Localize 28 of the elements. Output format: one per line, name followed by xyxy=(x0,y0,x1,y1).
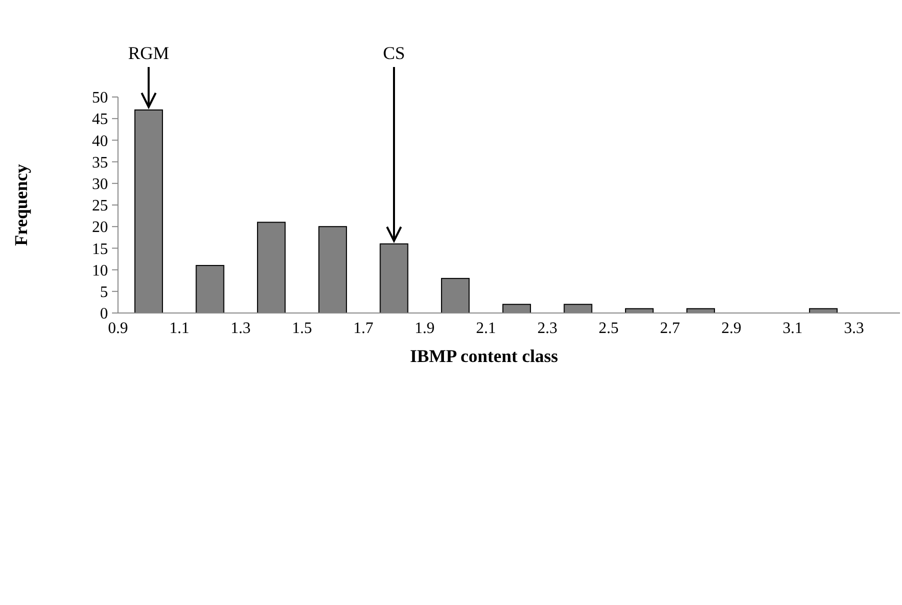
y-tick-label: 35 xyxy=(92,154,108,172)
y-tick-label: 30 xyxy=(92,176,108,193)
x-tick-label: 1.1 xyxy=(169,320,190,337)
annotation: CS xyxy=(382,43,406,63)
x-tick-label: 1.9 xyxy=(414,320,435,337)
y-tick-label: 40 xyxy=(92,132,108,150)
x-tick-label: 2.7 xyxy=(660,320,680,337)
y-tick-label: 25 xyxy=(92,198,108,215)
x-tick-label: 0.9 xyxy=(108,320,128,337)
x-tick-label: 3.1 xyxy=(782,320,803,337)
y-tick-label: 0 xyxy=(100,306,108,323)
y-tick-label: 20 xyxy=(92,219,108,236)
x-tick-label: 2.1 xyxy=(476,320,496,337)
y-tick-label: 50 xyxy=(92,90,108,107)
y-tick-label: 5 xyxy=(100,284,108,301)
x-tick-label: 1.5 xyxy=(292,320,312,337)
y-tick-label: 45 xyxy=(92,111,108,128)
annotation: RGM xyxy=(128,43,170,63)
x-tick-label: 1.3 xyxy=(230,320,251,337)
y-tick-label: 15 xyxy=(92,240,108,258)
x-tick-label: 2.9 xyxy=(721,320,742,337)
x-tick-label: 1.7 xyxy=(353,320,374,337)
x-axis-title: IBMP content class xyxy=(410,346,558,366)
x-tick-label: 2.5 xyxy=(598,320,619,337)
x-tick-label: 3.3 xyxy=(844,320,864,337)
y-axis-title: Frequency xyxy=(11,164,31,246)
x-tick-label: 2.3 xyxy=(537,320,558,337)
y-tick-label: 10 xyxy=(92,262,108,280)
